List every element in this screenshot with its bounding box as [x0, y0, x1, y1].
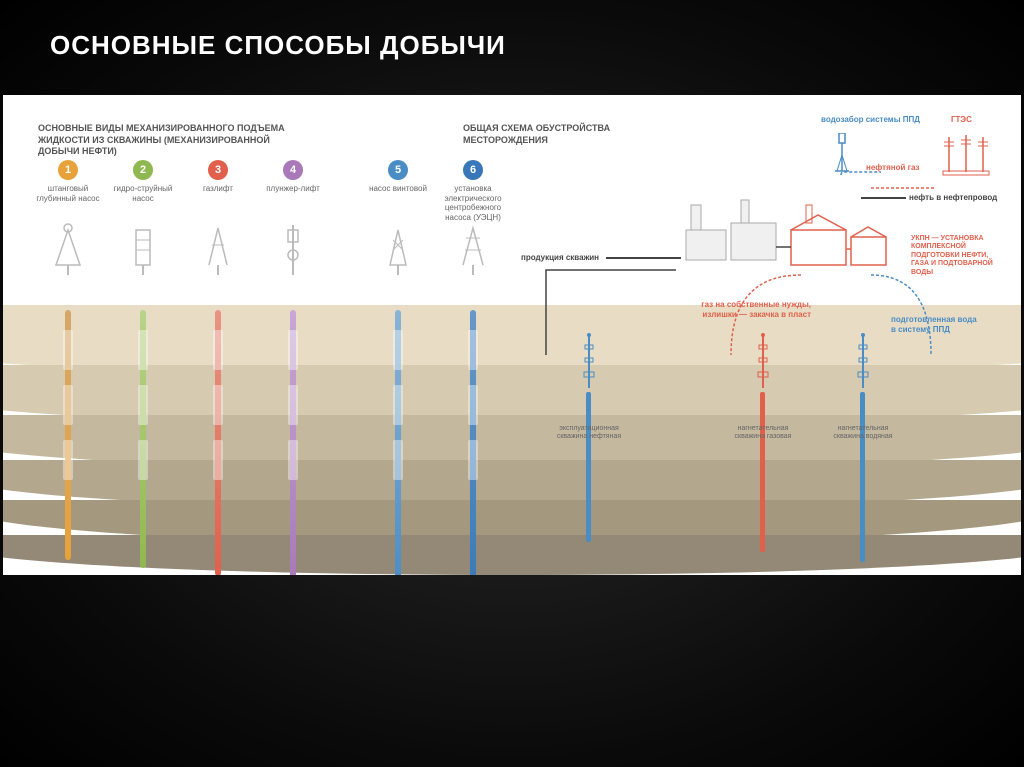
- pipe-segment: [213, 440, 223, 480]
- well-method-2: 2 гидро-струйный насос: [108, 160, 178, 275]
- pipe-segment: [138, 385, 148, 425]
- stratum-6: [3, 535, 1021, 575]
- well-badge-5: 5: [388, 160, 408, 180]
- section-title-2: ОБЩАЯ СХЕМА ОБУСТРОЙСТВА МЕСТОРОЖДЕНИЯ: [463, 123, 613, 146]
- surface-facilities: водозабор системы ППД ГТЭС нефтяной газ …: [671, 115, 1001, 335]
- well-badge-6: 6: [463, 160, 483, 180]
- pipe-segment: [468, 440, 478, 480]
- injection-well-label: нагнетательная скважина газовая: [728, 425, 798, 442]
- well-method-5: 5 насос винтовой: [363, 160, 433, 275]
- pipe-segment: [288, 330, 298, 370]
- wellhead-icon: [856, 330, 870, 390]
- well-label-6: установка электрического центробежного н…: [438, 184, 508, 214]
- pipe-segment: [288, 385, 298, 425]
- injection-well-1: нагнетательная скважина газовая: [733, 330, 793, 392]
- pipe-segment: [213, 330, 223, 370]
- rig-icon-5: [383, 220, 413, 275]
- well-method-4: 4 плунжер-лифт: [258, 160, 328, 275]
- pipe-segment: [138, 330, 148, 370]
- rig-icon-3: [203, 220, 233, 275]
- injection-well-label: нагнетательная скважина водяная: [828, 425, 898, 442]
- well-label-5: насос винтовой: [363, 184, 433, 214]
- rig-icon-2: [128, 220, 158, 275]
- well-method-6: 6 установка электрического центробежного …: [438, 160, 508, 275]
- well-label-3: газлифт: [183, 184, 253, 214]
- rig-icon-4: [278, 220, 308, 275]
- pipe-segment: [393, 440, 403, 480]
- pipe-segment: [393, 385, 403, 425]
- pipe-segment: [63, 385, 73, 425]
- pipe-segment: [138, 440, 148, 480]
- pipe-segment: [288, 440, 298, 480]
- injection-pipe: [860, 392, 865, 562]
- rig-icon-6: [458, 220, 488, 275]
- well-method-3: 3 газлифт: [183, 160, 253, 275]
- well-badge-2: 2: [133, 160, 153, 180]
- injection-well-2: нагнетательная скважина водяная: [833, 330, 893, 392]
- well-method-1: 1 штанговый глубинный насос: [33, 160, 103, 275]
- pipe-segment: [468, 330, 478, 370]
- well-badge-4: 4: [283, 160, 303, 180]
- water-tower-icon: [831, 133, 853, 173]
- well-label-1: штанговый глубинный насос: [33, 184, 103, 214]
- extraction-diagram: ОСНОВНЫЕ ВИДЫ МЕХАНИЗИРОВАННОГО ПОДЪЕМА …: [3, 95, 1021, 575]
- pipe-segment: [213, 385, 223, 425]
- injection-pipe: [760, 392, 765, 552]
- pipe-segment: [63, 440, 73, 480]
- label-water-intake: водозабор системы ППД: [821, 115, 920, 125]
- pipe-segment: [468, 385, 478, 425]
- pipe-segment: [63, 330, 73, 370]
- rig-icon-1: [53, 220, 83, 275]
- wellhead-icon: [756, 330, 770, 390]
- injection-well-0: эксплуатационная скважина нефтяная: [559, 330, 619, 392]
- section-title-1: ОСНОВНЫЕ ВИДЫ МЕХАНИЗИРОВАННОГО ПОДЪЕМА …: [38, 123, 288, 158]
- well-badge-1: 1: [58, 160, 78, 180]
- pipe-segment: [393, 330, 403, 370]
- slide-title: ОСНОВНЫЕ СПОСОБЫ ДОБЫЧИ: [0, 0, 1024, 61]
- wellhead-icon: [582, 330, 596, 390]
- well-badge-3: 3: [208, 160, 228, 180]
- injection-pipe: [586, 392, 591, 542]
- well-label-2: гидро-струйный насос: [108, 184, 178, 214]
- well-label-4: плунжер-лифт: [258, 184, 328, 214]
- injection-well-label: эксплуатационная скважина нефтяная: [554, 425, 624, 442]
- label-gtes: ГТЭС: [951, 115, 972, 125]
